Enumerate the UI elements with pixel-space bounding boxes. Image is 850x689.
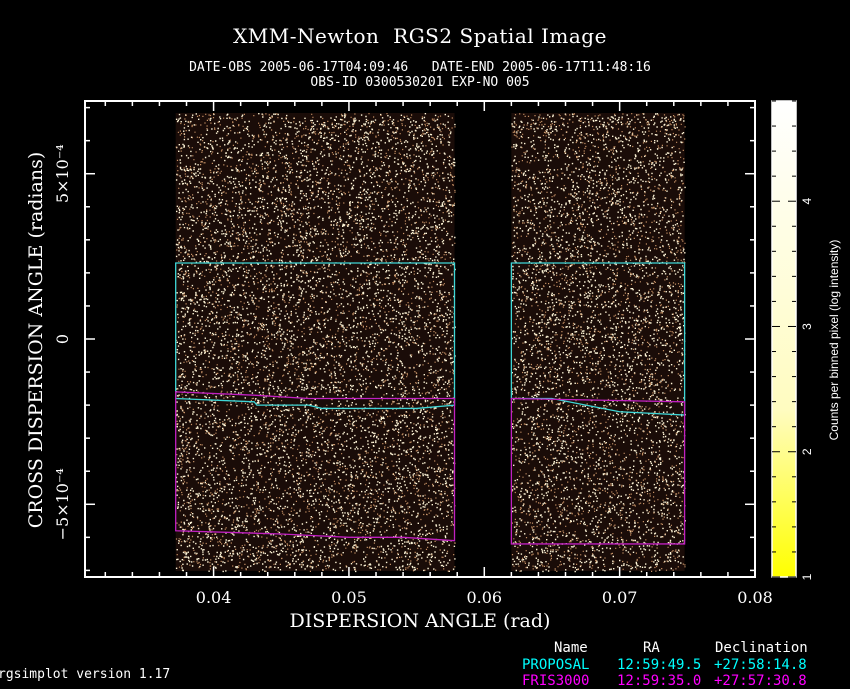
legend-row-name: PROPOSAL <box>522 657 590 673</box>
extraction-regions <box>175 262 686 545</box>
colorbar-tick-label: 3 <box>800 323 814 330</box>
version-footer: rgsimplot version 1.17 <box>0 667 171 682</box>
legend-row-dec: +27:58:14.8 <box>714 657 807 673</box>
obs-line: OBS-ID 0300530201 EXP-NO 005 <box>310 75 530 90</box>
legend-header-name: Name <box>554 640 588 656</box>
legend-header-ra: RA <box>643 640 660 656</box>
x-tick-label: 0.05 <box>331 588 367 607</box>
x-tick-label: 0.08 <box>737 588 773 607</box>
colorbar-label: Counts per binned pixel (log intensity) <box>827 239 841 441</box>
proposal-region-outline <box>175 262 456 410</box>
legend-row-dec: +27:57:30.8 <box>714 673 807 689</box>
colorbar-gradient <box>771 100 797 578</box>
x-tick-label: 0.07 <box>602 588 638 607</box>
y-tick-label: 0 <box>53 334 72 344</box>
axis-ticks: 0.04 0.05 0.06 0.07 0.08 5×10⁻⁴ 0 −5×10⁻⁴ <box>53 101 773 607</box>
legend-row-name: FRIS3000 <box>522 673 590 689</box>
colorbar-tick-label: 2 <box>800 448 814 455</box>
y-axis-label: CROSS DISPERSION ANGLE (radians) <box>25 151 47 529</box>
x-tick-label: 0.06 <box>466 588 502 607</box>
source-region-outline <box>510 397 686 545</box>
x-axis-label: DISPERSION ANGLE (rad) <box>289 610 551 632</box>
chart-title: XMM-Newton RGS2 Spatial Image <box>233 24 607 48</box>
source-region-outline <box>175 391 456 542</box>
date-line: DATE-OBS 2005-06-17T04:09:46 DATE-END 20… <box>189 60 651 75</box>
y-tick-label: 5×10⁻⁴ <box>53 144 72 203</box>
x-tick-label: 0.04 <box>196 588 232 607</box>
y-tick-label: −5×10⁻⁴ <box>53 468 72 540</box>
legend-row-ra: 12:59:35.0 <box>617 673 702 689</box>
legend-header-dec: Declination <box>715 640 808 656</box>
legend-row-ra: 12:59:49.5 <box>617 657 702 673</box>
colorbar: 1 2 3 4 <box>771 100 814 580</box>
colorbar-tick-label: 4 <box>800 198 814 205</box>
event-pixels <box>175 113 686 573</box>
colorbar-tick-label: 1 <box>800 573 814 580</box>
